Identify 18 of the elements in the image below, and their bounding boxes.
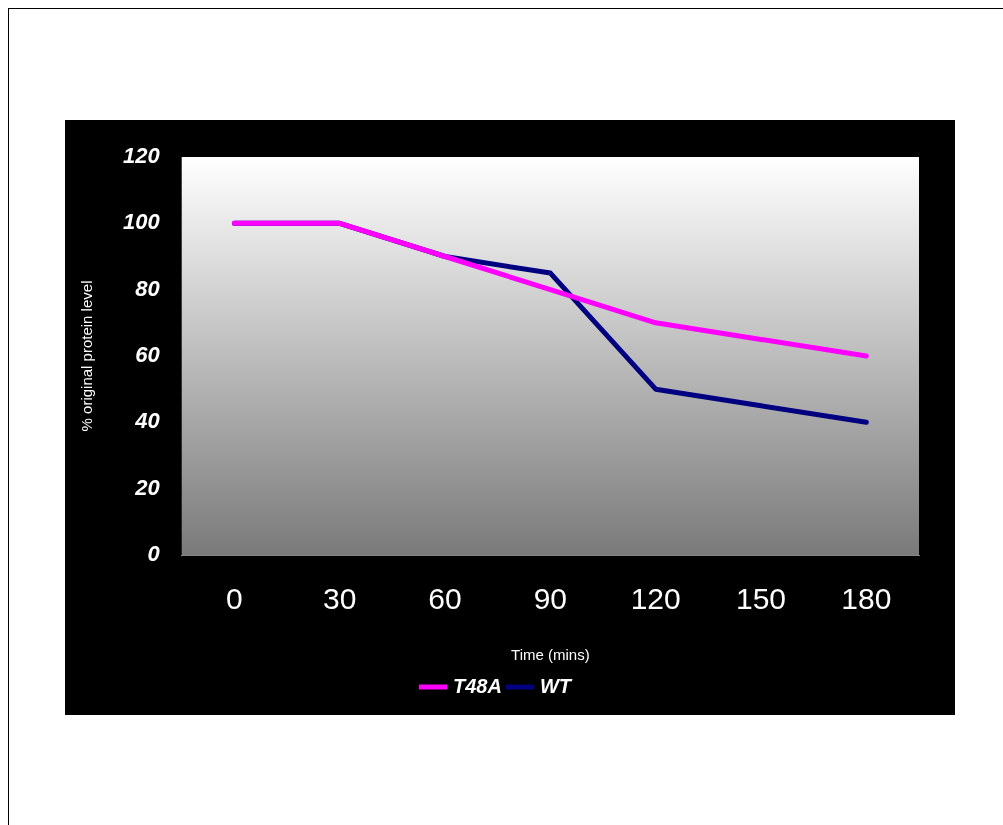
x-tick-label: 30: [323, 582, 357, 616]
x-axis-title: Time (mins): [511, 646, 590, 664]
y-tick-label: 60: [135, 342, 161, 368]
y-tick-label: 20: [134, 474, 161, 500]
x-tick-label: 120: [630, 582, 681, 616]
y-tick-label: 80: [135, 275, 161, 301]
x-tick-label: 180: [841, 582, 892, 616]
y-tick-label: 40: [134, 408, 161, 434]
y-tick-label: 100: [122, 209, 161, 235]
legend-label: T48A: [453, 674, 502, 697]
y-tick-label: 0: [147, 541, 161, 567]
x-tick-label: 90: [533, 582, 568, 616]
x-tick-label: 60: [428, 582, 462, 616]
legend-label: WT: [539, 674, 573, 697]
x-tick-label: 150: [735, 582, 787, 616]
y-axis-title: % original protein level: [78, 280, 96, 432]
x-tick-label: 0: [226, 582, 243, 616]
y-tick-label: 120: [122, 143, 161, 169]
